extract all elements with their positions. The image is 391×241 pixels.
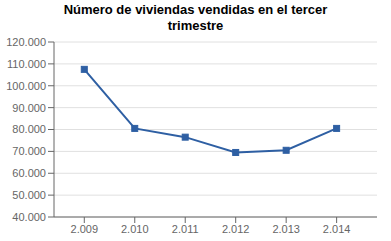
svg-text:120.000: 120.000 [8,36,46,48]
svg-text:70.000: 70.000 [12,145,46,157]
svg-text:2.013: 2.013 [272,223,300,235]
svg-text:2.009: 2.009 [71,223,99,235]
svg-text:2.010: 2.010 [121,223,149,235]
svg-text:110.000: 110.000 [8,58,46,70]
html-text:trimestre: trimestre [167,18,224,33]
svg-text:80.000: 80.000 [12,123,46,135]
svg-text:2.012: 2.012 [222,223,250,235]
svg-text:90.000: 90.000 [12,102,46,114]
svg-text:2.011: 2.011 [172,223,199,235]
svg-text:2.014: 2.014 [323,223,351,235]
svg-text:40.000: 40.000 [12,211,46,223]
svg-text:50.000: 50.000 [12,189,46,201]
svg-text:100.000: 100.000 [8,80,46,92]
svg-text:60.000: 60.000 [12,167,46,179]
html-text:Número de viviendas vendidas e: Número de viviendas vendidas en el terce… [63,2,328,17]
